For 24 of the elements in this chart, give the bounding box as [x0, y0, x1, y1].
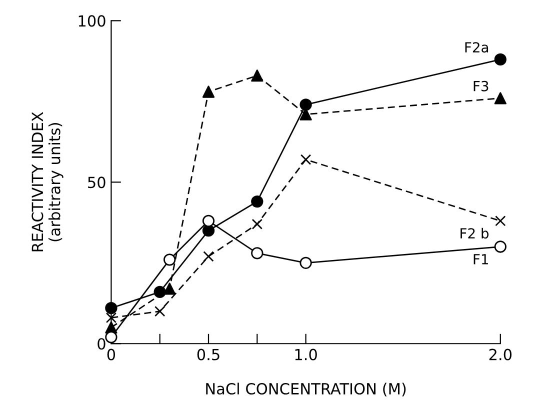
point — [202, 86, 215, 98]
point — [252, 218, 263, 230]
y-tick-label: 0 — [98, 338, 106, 350]
point — [251, 70, 264, 82]
point — [164, 282, 176, 295]
point — [154, 306, 166, 317]
series-label: F2a — [465, 42, 488, 53]
point — [203, 251, 214, 262]
series-label: F2 b — [460, 228, 489, 239]
point — [105, 321, 118, 334]
y-tick-label: 50 — [88, 176, 106, 188]
point — [495, 216, 506, 226]
point — [106, 312, 117, 324]
x-tick-label: 2.0 — [489, 348, 512, 360]
x-tick-label: 0 — [107, 348, 116, 360]
series-label: F1 — [474, 254, 488, 264]
y-axis-title: REACTIVITY INDEX (arbitrary units) — [32, 112, 64, 252]
point — [300, 154, 312, 165]
y-tick-label: 100 — [78, 15, 106, 27]
x-tick-label: 0.5 — [197, 348, 220, 360]
x-tick-label: 1.0 — [295, 348, 317, 360]
x-axis-title: NaCl CONCENTRATION (M) — [206, 382, 406, 396]
series-label: F3 — [474, 80, 488, 92]
point — [494, 92, 506, 104]
